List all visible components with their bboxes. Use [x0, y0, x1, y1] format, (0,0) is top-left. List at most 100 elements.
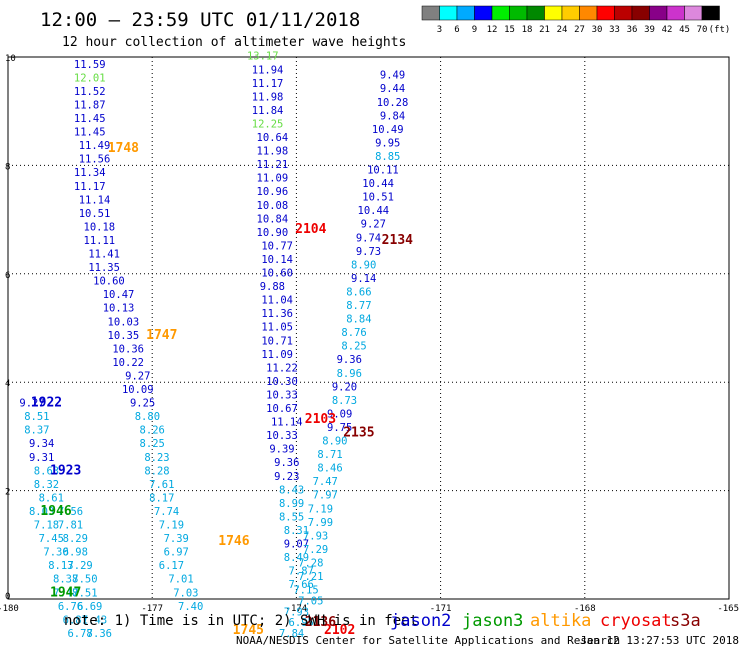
colorbar-label: 36: [627, 25, 638, 35]
swh-label: 10.28: [377, 97, 409, 109]
colorbar-swatch: [649, 5, 668, 21]
colorbar-label: 18: [522, 25, 533, 35]
swh-label: 6.76: [58, 601, 83, 613]
swh-label: 6.95: [289, 617, 314, 629]
latitude-tick: 2: [5, 488, 10, 498]
swh-label: 8.25: [140, 438, 165, 450]
colorbar-swatch: [474, 5, 493, 21]
swh-label: 8.28: [144, 465, 169, 477]
latitude-tick: 8: [5, 162, 10, 172]
swh-label: 10.47: [103, 289, 135, 301]
swh-label: 6.98: [63, 547, 88, 559]
swh-label: 8.99: [279, 498, 304, 510]
swh-label: 7.84: [279, 628, 304, 640]
colorbar-label: 15: [504, 25, 515, 35]
swh-label: 9.84: [380, 110, 405, 122]
swh-label: 13.17: [247, 51, 279, 63]
pass-time-label: 2134: [382, 233, 413, 248]
swh-label: 10.11: [367, 165, 399, 177]
swh-label: 11.21: [257, 159, 289, 171]
swh-label: 10.84: [257, 213, 289, 225]
swh-label: 11.49: [79, 140, 111, 152]
swh-label: 10.71: [261, 335, 293, 347]
swh-label: 10.64: [257, 132, 289, 144]
swh-label: 7.03: [173, 587, 198, 599]
swh-label: 11.87: [74, 99, 106, 111]
swh-label: 11.36: [261, 308, 293, 320]
page-title: 12:00 – 23:59 UTC 01/11/2018: [40, 9, 360, 31]
colorbar-swatch: [631, 5, 650, 21]
swh-label: 7.50: [72, 574, 97, 586]
pass-time-label: 1746: [218, 534, 249, 549]
colorbar-swatch: [456, 5, 475, 21]
swh-label: 11.45: [74, 113, 106, 125]
colorbar-label: 33: [609, 25, 620, 35]
colorbar-swatch: [544, 5, 563, 21]
swh-label: 7.56: [58, 506, 83, 518]
longitude-tick: -168: [574, 604, 596, 614]
legend-s3a: s3a: [670, 611, 701, 631]
pass-time-label: 2103: [305, 412, 336, 427]
swh-label: 10.13: [103, 303, 135, 315]
latitude-tick: 6: [5, 271, 10, 281]
swh-label: 11.14: [79, 194, 111, 206]
legend-cryosat: cryosat: [600, 611, 672, 631]
generated-timestamp: Jan 12 13:27:53 UTC 2018: [580, 634, 739, 647]
colorbar-swatch: [579, 5, 598, 21]
credit-text: NOAA/NESDIS Center for Satellite Applica…: [236, 634, 620, 647]
swh-label: 7.93: [303, 530, 328, 542]
legend-altika: altika: [530, 611, 591, 631]
swh-label: 9.25: [130, 398, 155, 410]
swh-label: 6.17: [159, 560, 184, 572]
longitude-tick: -171: [430, 604, 452, 614]
swh-label: 8.49: [284, 552, 309, 564]
swh-label: 9.14: [351, 273, 376, 285]
swh-label: 11.56: [79, 154, 111, 166]
longitude-tick: -165: [717, 604, 739, 614]
swh-label: 7.43: [82, 614, 107, 626]
swh-label: 8.84: [346, 314, 371, 326]
swh-label: 7.87: [289, 566, 314, 578]
swh-label: 11.35: [88, 262, 120, 274]
swh-label: 11.09: [261, 349, 293, 361]
swh-label: 9.44: [380, 83, 405, 95]
swh-label: 9.95: [375, 137, 400, 149]
swh-label: 10.77: [261, 240, 293, 252]
swh-label: 8.90: [322, 436, 347, 448]
pass-time-label: 1946: [40, 504, 71, 519]
swh-label: 9.20: [332, 381, 357, 393]
swh-label: 11.17: [252, 78, 284, 90]
swh-label: 9.73: [356, 246, 381, 258]
swh-label: 8.55: [279, 511, 304, 523]
swh-label: 10.22: [112, 357, 144, 369]
colorbar-label: 70: [697, 25, 708, 35]
swh-label: 7.19: [308, 503, 333, 515]
swh-label: 8.31: [284, 525, 309, 537]
swh-label: 11.17: [74, 181, 106, 193]
swh-label: 11.22: [266, 362, 298, 374]
colorbar-label: (ft): [709, 25, 731, 35]
swh-label: 10.44: [358, 205, 390, 217]
swh-label: 7.36: [87, 628, 112, 640]
longitude-tick-labels: -180 -177 -174 -171 -168 -165: [0, 604, 739, 614]
swh-label: 7.93: [284, 606, 309, 618]
swh-label: 8.90: [351, 259, 376, 271]
swh-label: 7.28: [298, 557, 323, 569]
swh-label: 11.52: [74, 86, 106, 98]
swh-label: 8.43: [279, 484, 304, 496]
latitude-tick: 10: [5, 54, 16, 64]
swh-label: 8.63: [34, 465, 59, 477]
graticule: [8, 57, 729, 599]
colorbar-label: 45: [679, 25, 690, 35]
longitude-tick: -180: [0, 604, 19, 614]
swh-label: 9.27: [361, 219, 386, 231]
swh-label: 10.49: [372, 124, 404, 136]
swh-label: 7.29: [67, 560, 92, 572]
swh-label: 7.74: [154, 506, 179, 518]
swh-label: 11.41: [88, 249, 120, 261]
swh-label: 8.66: [346, 286, 371, 298]
swh-label: 10.96: [257, 186, 289, 198]
swh-label: 8.37: [24, 425, 49, 437]
swh-label: 10.35: [108, 330, 140, 342]
